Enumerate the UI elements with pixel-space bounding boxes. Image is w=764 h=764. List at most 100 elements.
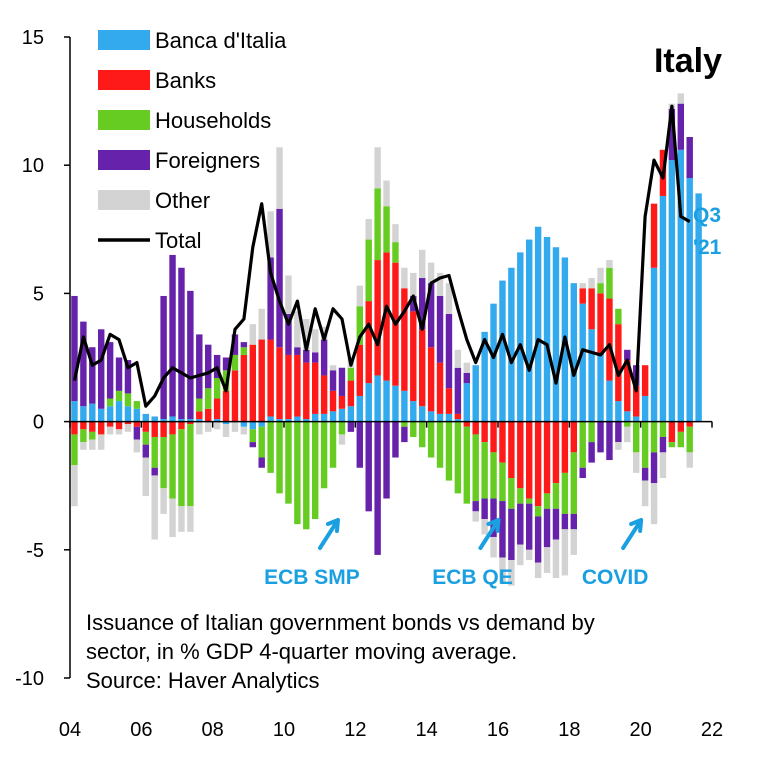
bar-other-2012Q3 xyxy=(374,147,381,189)
bar-banca-d-italia-2008Q1 xyxy=(213,419,221,422)
bar-banks-2015Q1 xyxy=(463,421,470,427)
bar-banks-2007Q1 xyxy=(178,421,185,430)
bar-foreigners-2007Q4 xyxy=(205,344,212,389)
bar-banca-d-italia-2013Q4 xyxy=(419,406,426,422)
legend-marker xyxy=(98,190,150,210)
bar-other-2006Q3 xyxy=(160,488,167,514)
bar-banca-d-italia-2019Q2 xyxy=(615,401,622,422)
x-tick-label: 10 xyxy=(273,719,295,741)
line-total xyxy=(72,104,691,408)
bar-banca-d-italia-2018Q1 xyxy=(570,283,577,422)
bar-banks-2020Q1 xyxy=(641,365,649,396)
bar-foreigners-2004Q4 xyxy=(98,329,105,409)
bar-banks-2009Q2 xyxy=(258,339,265,422)
bar-households-2004Q3 xyxy=(89,431,96,440)
bar-foreigners-2013Q3 xyxy=(410,295,417,312)
bar-other-2013Q1 xyxy=(392,224,399,243)
bar-other-2004Q2 xyxy=(80,442,87,450)
bar-banca-d-italia-2007Q1 xyxy=(178,419,185,422)
bar-other-2017Q1 xyxy=(534,562,542,578)
bar-banca-d-italia-2016Q1 xyxy=(499,280,506,422)
bar-banks-2008Q3 xyxy=(231,370,239,422)
bar-banca-d-italia-2014Q4 xyxy=(454,419,462,422)
bar-foreigners-2020Q3 xyxy=(659,436,667,453)
bar-banks-2016Q4 xyxy=(526,421,533,499)
bar-banca-d-italia-2011Q3 xyxy=(338,408,346,422)
bar-foreigners-2011Q4 xyxy=(347,421,355,432)
bar-banks-2018Q4 xyxy=(597,293,604,355)
bar-households-2017Q4 xyxy=(561,472,569,514)
bar-banks-2005Q3 xyxy=(124,421,132,425)
bar-foreigners-2018Q4 xyxy=(597,421,604,453)
bar-banks-2014Q4 xyxy=(454,413,462,420)
bar-households-2019Q2 xyxy=(615,308,622,325)
bar-other-2019Q4 xyxy=(633,452,640,473)
bar-banca-d-italia-2010Q2 xyxy=(294,416,301,422)
bar-other-2015Q1 xyxy=(463,362,470,373)
bar-banks-2015Q2 xyxy=(472,421,479,435)
bar-households-2006Q4 xyxy=(169,434,176,499)
bar-other-2005Q2 xyxy=(115,429,123,435)
bar-banca-d-italia-2007Q3 xyxy=(196,419,203,422)
bar-other-2011Q1 xyxy=(320,326,328,340)
bar-other-2006Q4 xyxy=(169,498,176,537)
bar-households-2017Q1 xyxy=(534,506,542,517)
bar-other-2014Q3 xyxy=(445,283,453,314)
y-tick-label: 5 xyxy=(33,283,44,305)
bar-foreigners-2007Q2 xyxy=(187,290,194,420)
bar-banca-d-italia-2010Q3 xyxy=(303,419,310,422)
bar-foreigners-2006Q2 xyxy=(151,467,158,476)
bar-other-2009Q2 xyxy=(258,308,265,340)
bar-banca-d-italia-2009Q3 xyxy=(267,416,274,422)
bar-foreigners-2016Q1 xyxy=(499,501,506,558)
bar-households-2009Q2 xyxy=(258,426,265,458)
y-tick-label: -5 xyxy=(26,540,44,562)
bar-other-2012Q2 xyxy=(365,219,372,240)
annotation-label: ECB QE xyxy=(432,566,513,589)
bar-banks-2019Q1 xyxy=(606,298,613,381)
bar-banks-2005Q4 xyxy=(133,421,141,427)
bar-foreigners-2012Q2 xyxy=(365,421,372,512)
bar-households-2018Q4 xyxy=(597,283,604,294)
bar-banks-2010Q3 xyxy=(303,362,310,420)
bar-foreigners-2005Q4 xyxy=(133,426,141,440)
bar-banks-2013Q3 xyxy=(410,311,417,402)
bar-other-2004Q4 xyxy=(98,434,105,450)
bar-foreigners-2014Q1 xyxy=(427,283,435,348)
bar-foreigners-2017Q3 xyxy=(552,508,560,540)
bar-foreigners-2009Q2 xyxy=(258,457,265,468)
bar-households-2013Q1 xyxy=(392,242,399,263)
bar-households-2015Q1 xyxy=(463,426,470,504)
bar-foreigners-2015Q2 xyxy=(472,501,479,512)
bar-other-2005Q3 xyxy=(124,424,132,432)
bar-banca-d-italia-2009Q4 xyxy=(276,419,283,422)
bar-banks-2010Q4 xyxy=(312,362,319,414)
bar-banks-2006Q3 xyxy=(160,421,167,437)
bar-other-2011Q3 xyxy=(338,434,346,445)
bar-banks-2008Q4 xyxy=(240,354,248,422)
legend-marker xyxy=(98,70,150,90)
bar-foreigners-2014Q2 xyxy=(436,295,444,363)
bar-banca-d-italia-2014Q3 xyxy=(445,413,453,422)
bar-other-2016Q1 xyxy=(499,557,506,584)
bar-foreigners-2011Q3 xyxy=(338,367,346,396)
bar-households-2008Q1 xyxy=(213,378,221,399)
bar-households-2018Q1 xyxy=(570,452,577,514)
bar-other-2010Q4 xyxy=(312,329,319,353)
bar-households-2016Q3 xyxy=(517,488,524,504)
bar-banca-d-italia-2008Q4 xyxy=(240,421,248,427)
bar-banks-2006Q4 xyxy=(169,421,176,435)
bar-banca-d-italia-2020Q1 xyxy=(641,395,649,422)
annotation-label: ECB SMP xyxy=(264,566,360,589)
bar-households-2021Q2 xyxy=(686,426,693,453)
bar-foreigners-2009Q3 xyxy=(267,257,274,340)
bar-banca-d-italia-2015Q3 xyxy=(481,331,488,422)
bar-households-2010Q1 xyxy=(285,421,292,504)
bar-households-2013Q4 xyxy=(419,421,426,448)
bar-other-2008Q4 xyxy=(240,426,248,435)
bar-banks-2010Q2 xyxy=(294,354,301,417)
bar-foreigners-2011Q2 xyxy=(329,370,337,391)
bar-banca-d-italia-2011Q2 xyxy=(329,411,337,422)
bar-other-2015Q2 xyxy=(472,511,479,522)
